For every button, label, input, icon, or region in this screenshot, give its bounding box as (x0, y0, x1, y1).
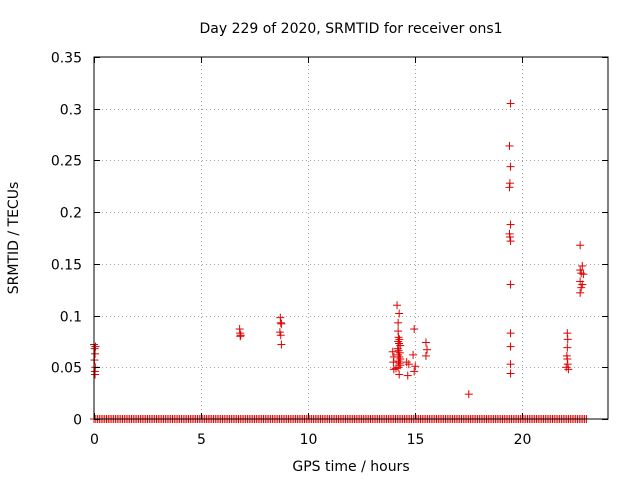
data-point (277, 340, 286, 349)
data-point (409, 350, 418, 359)
data-point (276, 318, 285, 327)
data-point (277, 319, 286, 328)
x-tick-label: 5 (197, 432, 206, 448)
data-point (506, 280, 515, 289)
data-point (506, 369, 515, 378)
data-point (411, 362, 420, 371)
data-point (564, 365, 573, 374)
data-point (395, 370, 404, 379)
data-point (506, 99, 515, 108)
data-point (236, 332, 245, 341)
data-point (576, 288, 585, 297)
data-point (410, 367, 419, 376)
data-point (91, 342, 100, 351)
data-point (464, 390, 473, 399)
data-point (396, 361, 405, 370)
x-tick-label: 10 (300, 432, 318, 448)
data-point (395, 309, 404, 318)
data-point (394, 337, 403, 346)
data-point (403, 371, 412, 380)
data-point (578, 261, 587, 270)
y-axis-label: SRMTID / TECUs (6, 182, 22, 295)
data-point (394, 339, 403, 348)
data-point (506, 329, 515, 338)
data-point (393, 301, 402, 310)
data-point (506, 342, 515, 351)
data-point (391, 364, 400, 373)
y-tick-label: 0.25 (51, 154, 82, 170)
data-point (410, 325, 419, 334)
x-axis-label: GPS time / hours (292, 459, 409, 475)
y-tick-label: 0.15 (51, 258, 82, 274)
axes: 0 0.05 0.1 0.15 0.2 0.25 0.3 0.35 0 5 10 15 20 (51, 51, 608, 448)
data-point (506, 162, 515, 171)
data-point (505, 183, 514, 192)
data-point (394, 318, 403, 327)
data-point (579, 270, 588, 279)
data-point (576, 241, 585, 250)
data-point (421, 351, 430, 360)
y-tick-label: 0.05 (51, 361, 82, 377)
data-point (91, 370, 100, 379)
data-point (389, 365, 398, 374)
y-tick-label: 0.3 (60, 103, 82, 119)
data-point (505, 232, 514, 241)
x-tick-label: 0 (90, 432, 99, 448)
data-point (388, 347, 397, 356)
data-point (506, 360, 515, 369)
x-tick-label: 15 (407, 432, 425, 448)
data-point (577, 283, 586, 292)
y-tick-label: 0.1 (60, 310, 82, 326)
data-point (563, 335, 572, 344)
grid-lines (94, 57, 608, 419)
data-point (506, 220, 515, 229)
chart-title: Day 229 of 2020, SRMTID for receiver ons… (199, 21, 502, 37)
data-point (562, 363, 571, 372)
data-point (506, 237, 515, 246)
data-point (395, 359, 404, 368)
data-point (276, 331, 285, 340)
y-tick-label: 0.35 (51, 51, 82, 67)
data-points (90, 99, 591, 423)
x-tick-label: 20 (514, 432, 532, 448)
data-point (389, 358, 398, 367)
y-tick-label: 0.2 (60, 206, 82, 222)
y-tick-label: 0 (73, 413, 82, 429)
data-point (404, 360, 413, 369)
data-point (91, 349, 100, 358)
data-point (505, 141, 514, 150)
data-point (563, 343, 572, 352)
data-point (423, 345, 432, 354)
data-point (402, 358, 411, 367)
plot-frame (93, 56, 609, 420)
data-point (421, 338, 430, 347)
data-point (394, 363, 403, 372)
data-point (577, 269, 586, 278)
